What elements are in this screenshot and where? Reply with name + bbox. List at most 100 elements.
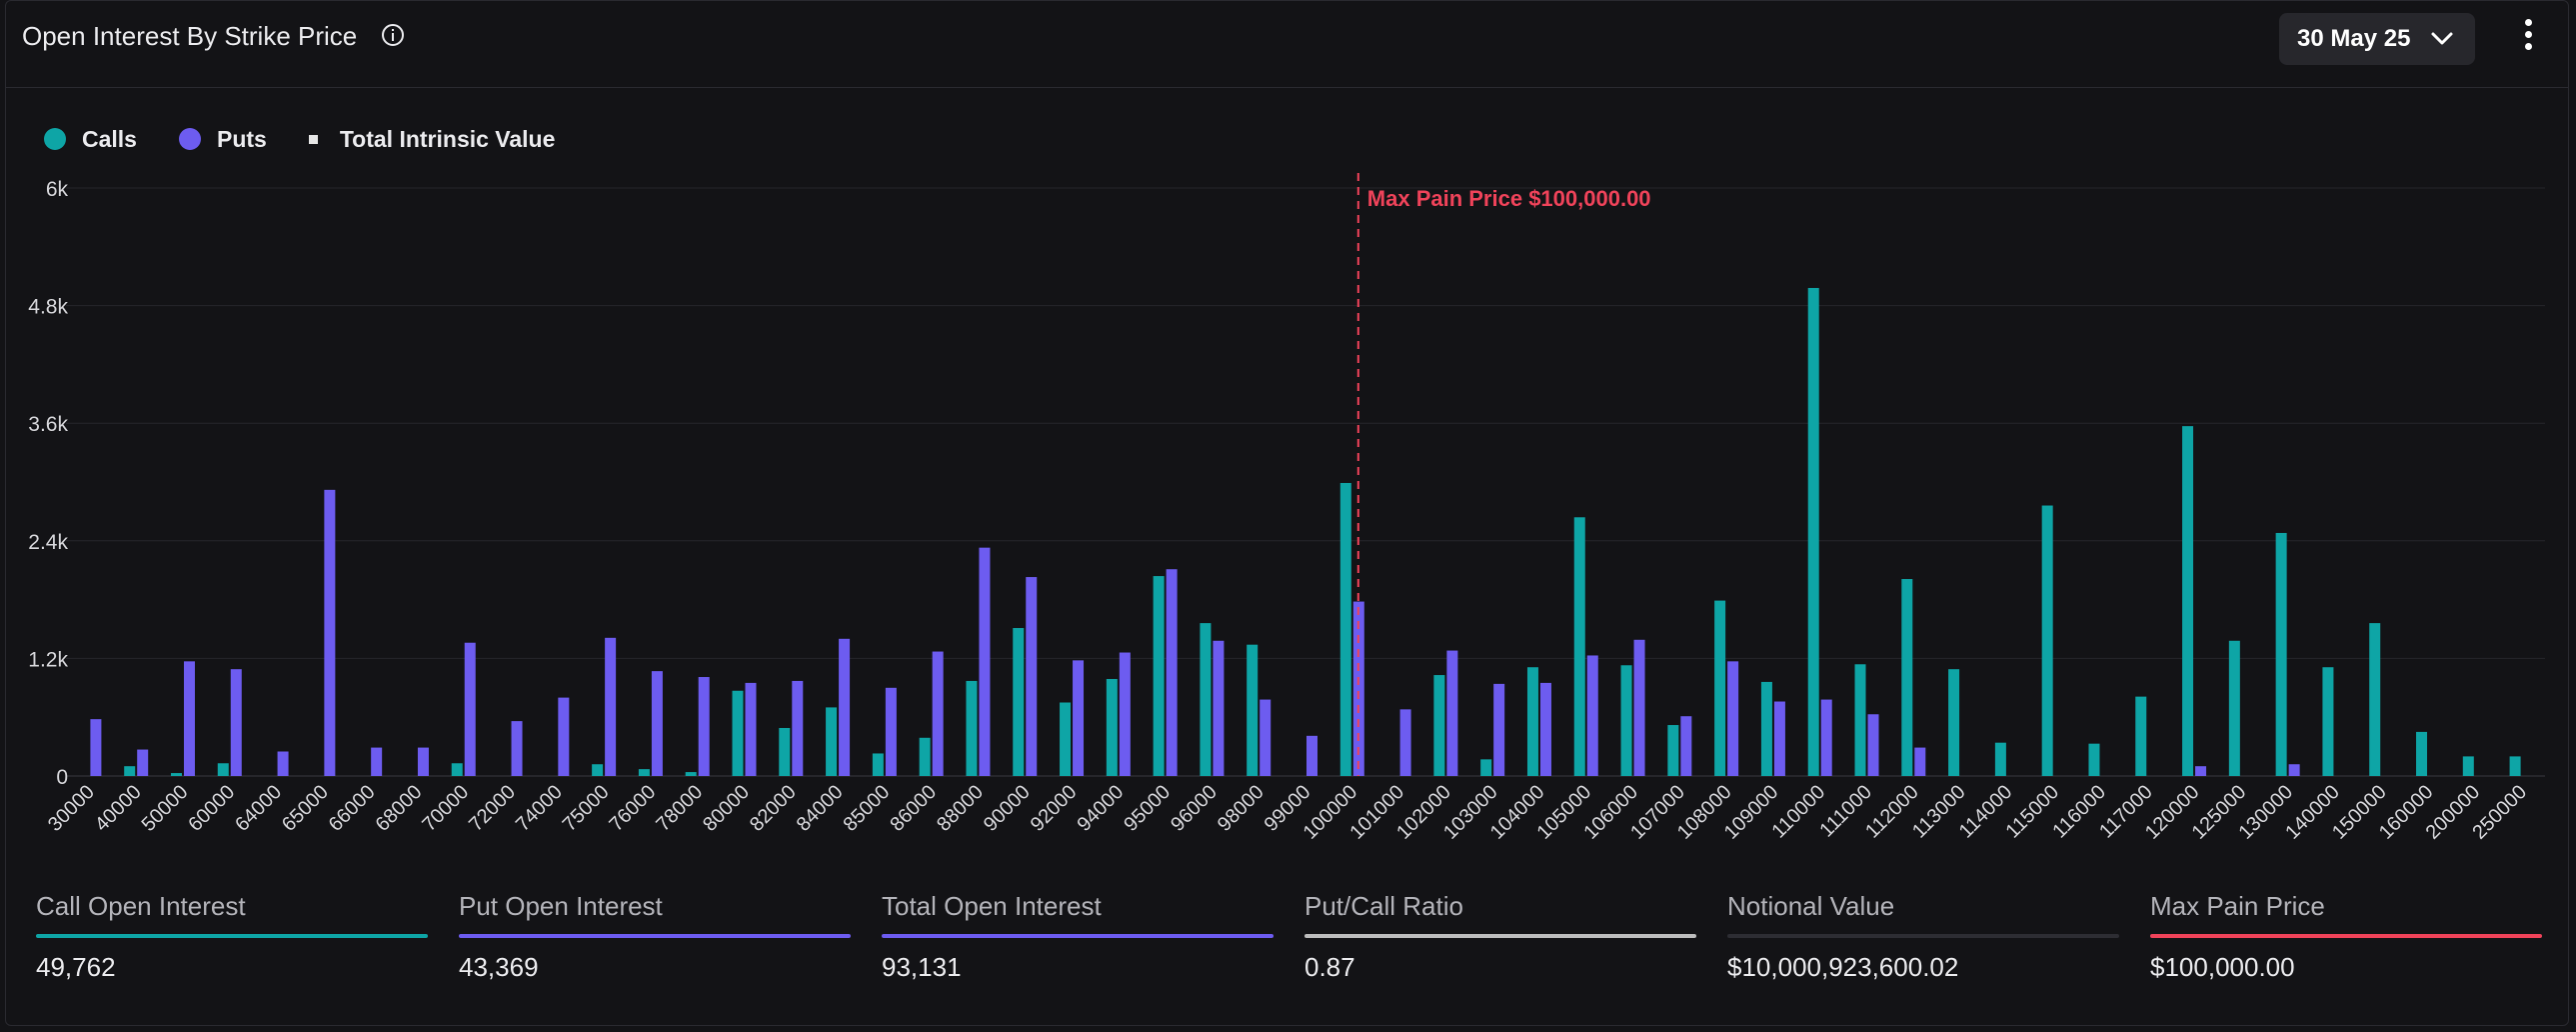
legend-calls[interactable]: Calls <box>44 126 137 153</box>
put-bar <box>1773 701 1785 776</box>
x-tick-label: 76000 <box>606 781 661 836</box>
put-bar <box>464 642 476 776</box>
more-options-icon[interactable] <box>2520 19 2536 59</box>
call-bar <box>2462 756 2474 776</box>
x-tick-label: 74000 <box>512 781 567 836</box>
x-tick-label: 66000 <box>325 781 380 836</box>
put-bar <box>137 749 149 776</box>
put-bar <box>1820 699 1832 776</box>
x-tick-label: 88000 <box>933 781 988 836</box>
x-tick-label: 96000 <box>1167 781 1222 836</box>
panel-header: Open Interest By Strike Price 30 May 25 <box>6 1 2568 88</box>
call-bar <box>638 769 650 776</box>
put-bar <box>1260 699 1272 776</box>
call-bar <box>1667 725 1679 776</box>
call-bar <box>1994 742 2006 776</box>
x-tick-label: 68000 <box>372 781 427 836</box>
put-bar <box>839 638 851 776</box>
x-tick-label: 95000 <box>1120 781 1175 836</box>
call-bar <box>1807 287 1819 776</box>
x-tick-label: 110000 <box>1768 781 1830 843</box>
stat-label: Max Pain Price <box>2150 891 2325 921</box>
call-bar <box>1339 482 1351 776</box>
x-tick-label: 85000 <box>840 781 895 836</box>
stat-call-open-interest: Call Open Interest 49,762 <box>36 891 428 983</box>
legend-puts-label: Puts <box>216 125 267 152</box>
call-bar <box>2509 756 2521 776</box>
calls-dot-icon <box>44 128 66 150</box>
legend-puts[interactable]: Puts <box>178 125 267 153</box>
x-tick-label: 98000 <box>1214 781 1269 836</box>
x-tick-label: 94000 <box>1073 781 1128 836</box>
stat-underline <box>459 934 851 938</box>
stat-put-call-ratio: Put/Call Ratio 0.87 <box>1304 891 1696 983</box>
put-bar <box>230 669 242 776</box>
y-tick-label: 4.8k <box>28 296 68 319</box>
put-bar <box>1539 682 1551 776</box>
put-bar <box>371 747 383 776</box>
call-bar <box>1106 678 1118 776</box>
y-tick-label: 2.4k <box>28 531 68 554</box>
call-bar <box>966 680 978 776</box>
legend-intrinsic[interactable]: Total Intrinsic Value <box>308 125 556 153</box>
x-tick-label: 50000 <box>138 781 193 836</box>
x-tick-label: 78000 <box>652 781 707 836</box>
call-bar <box>217 763 229 776</box>
call-bar <box>2369 623 2381 776</box>
put-bar <box>277 751 289 776</box>
call-bar <box>1714 600 1726 776</box>
put-bar <box>1306 735 1317 776</box>
legend-calls-label: Calls <box>82 125 137 152</box>
put-bar <box>745 682 757 776</box>
x-tick-label: 60000 <box>184 781 239 836</box>
summary-stats: Call Open Interest 49,762 Put Open Interes… <box>36 891 2555 1011</box>
put-bar <box>1914 747 1926 776</box>
put-bar <box>1213 640 1225 776</box>
legend-intrinsic-label: Total Intrinsic Value <box>339 125 556 152</box>
open-interest-chart: 01.2k2.4k3.6k4.8k6k300004000050000600006… <box>28 173 2545 844</box>
put-bar <box>558 697 570 776</box>
put-bar <box>183 661 195 776</box>
stat-value: $100,000.00 <box>2150 952 2295 982</box>
put-bar <box>2195 766 2207 776</box>
stat-underline <box>1727 934 2119 938</box>
call-bar <box>124 766 136 776</box>
expiry-date-value: 30 May 25 <box>2297 25 2411 52</box>
info-icon[interactable] <box>381 23 405 47</box>
call-bar <box>2041 505 2053 776</box>
call-bar <box>1620 665 1632 776</box>
put-bar <box>932 651 944 776</box>
call-bar <box>1433 675 1445 776</box>
expiry-date-select[interactable]: 30 May 25 <box>2279 13 2475 65</box>
call-bar <box>779 727 791 776</box>
chart-title: Open Interest By Strike Price <box>22 21 358 51</box>
call-bar <box>1060 702 1072 776</box>
call-bar <box>2182 426 2194 776</box>
call-bar <box>1854 664 1866 776</box>
x-tick-label: 84000 <box>793 781 848 836</box>
put-bar <box>1119 652 1131 776</box>
stat-value: 0.87 <box>1304 952 1355 982</box>
call-bar <box>2088 743 2100 776</box>
put-bar <box>1166 569 1178 776</box>
call-bar <box>1573 517 1585 776</box>
call-bar <box>826 707 838 776</box>
put-bar <box>1586 655 1598 776</box>
stat-value: 93,131 <box>882 952 962 982</box>
x-tick-label: 90000 <box>980 781 1035 836</box>
call-bar <box>2228 640 2240 776</box>
stat-notional-value: Notional Value $10,000,923,600.02 <box>1727 891 2119 983</box>
y-tick-label: 0 <box>56 766 68 789</box>
y-tick-label: 1.2k <box>28 648 68 671</box>
put-bar <box>511 721 523 776</box>
call-bar <box>1901 579 1913 776</box>
put-bar <box>698 677 710 776</box>
put-bar <box>1352 601 1364 776</box>
x-tick-label: 80000 <box>699 781 754 836</box>
stat-label: Notional Value <box>1727 891 1895 921</box>
put-bar <box>1399 709 1411 776</box>
call-bar <box>872 753 884 776</box>
call-bar <box>1948 669 1960 776</box>
stat-underline <box>1304 934 1696 938</box>
call-bar <box>2322 667 2334 776</box>
